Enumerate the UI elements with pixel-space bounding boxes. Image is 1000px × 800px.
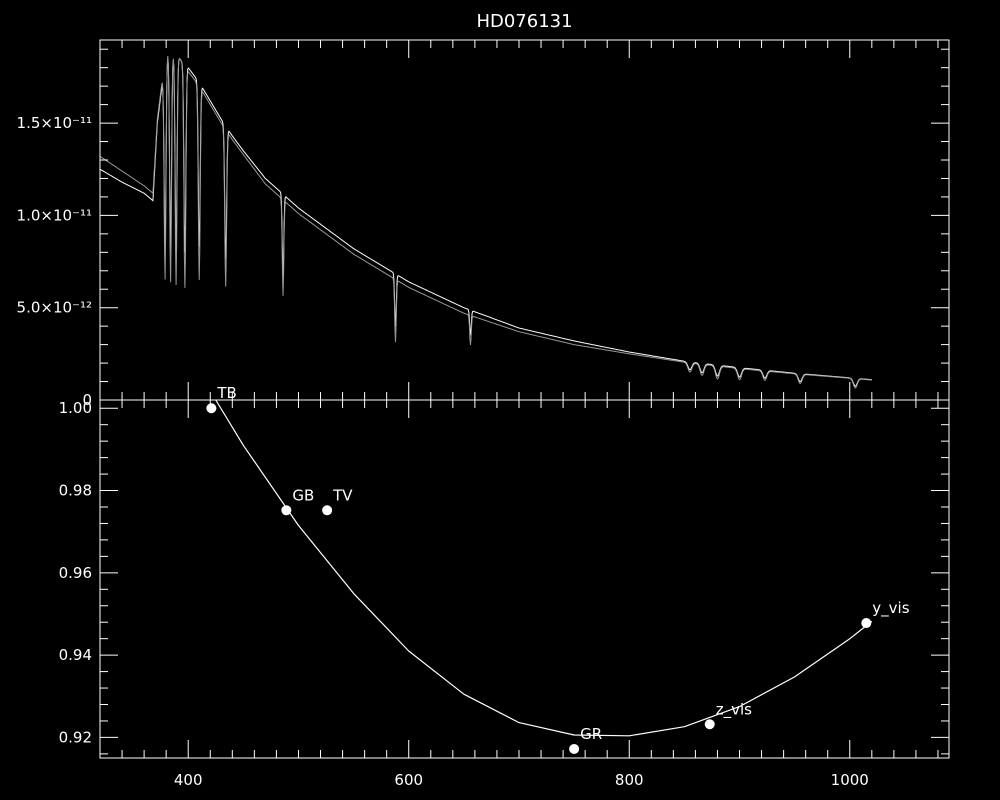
- ratio-ytick-label: 0.96: [59, 564, 92, 582]
- chart-title: HD076131: [476, 11, 572, 32]
- point-TB: [206, 403, 217, 414]
- ratio-frame: [99, 399, 950, 759]
- point-GR: [569, 743, 580, 754]
- fit-curve: [215, 399, 873, 737]
- spectrum-ytick-label: 0: [82, 391, 92, 409]
- ratio-xtick-label: 800: [615, 771, 644, 789]
- point-GB: [281, 505, 292, 516]
- spectrum-axes: 0 5.0×10⁻¹² 1.0×10⁻¹¹ 1.5×10⁻¹¹: [17, 39, 950, 409]
- point-z_vis: [704, 719, 715, 730]
- ratio-ytick-label: 1.00: [59, 399, 92, 417]
- ratio-axes: 0.92 0.94 0.96 0.98 1.00 400 600 800 1000: [59, 399, 950, 789]
- ratio-points-group: TB GB TV GR z_vis y_vis: [206, 384, 910, 754]
- ratio-ytick-label: 0.94: [59, 646, 92, 664]
- point-label-z_vis: z_vis: [716, 700, 752, 719]
- ratio-ytick-label: 0.98: [59, 482, 92, 500]
- spectrum-ytick-label: 1.0×10⁻¹¹: [17, 206, 92, 224]
- ratio-ytick-label: 0.92: [59, 728, 92, 746]
- spectrum-line-0: [99, 58, 872, 387]
- point-TV: [322, 505, 333, 516]
- point-label-y_vis: y_vis: [872, 599, 909, 618]
- point-y_vis: [861, 618, 872, 629]
- point-label-GR: GR: [580, 725, 602, 743]
- ratio-xtick-label: 1000: [831, 771, 869, 789]
- ratio-panel: TB GB TV GR z_vis y_vis 0.92 0.94 0.96 0.98 1.00 4…: [59, 384, 950, 789]
- spectrum-series-group: [99, 55, 872, 389]
- ratio-xtick-label: 600: [394, 771, 423, 789]
- ratio-xtick-label: 400: [174, 771, 203, 789]
- fit-curve-group: [215, 399, 873, 737]
- point-label-GB: GB: [292, 486, 314, 504]
- point-label-TV: TV: [332, 486, 353, 504]
- spectrum-line-1: [99, 55, 872, 389]
- spectrum-panel: HD076131 0 5.0×10⁻¹² 1.0×10⁻¹¹ 1.5×10⁻¹¹: [17, 11, 950, 409]
- spectrum-frame: [99, 39, 950, 401]
- spectrum-ytick-label: 1.5×10⁻¹¹: [17, 114, 92, 132]
- point-label-TB: TB: [216, 384, 236, 402]
- spectrum-ytick-label: 5.0×10⁻¹²: [17, 299, 92, 317]
